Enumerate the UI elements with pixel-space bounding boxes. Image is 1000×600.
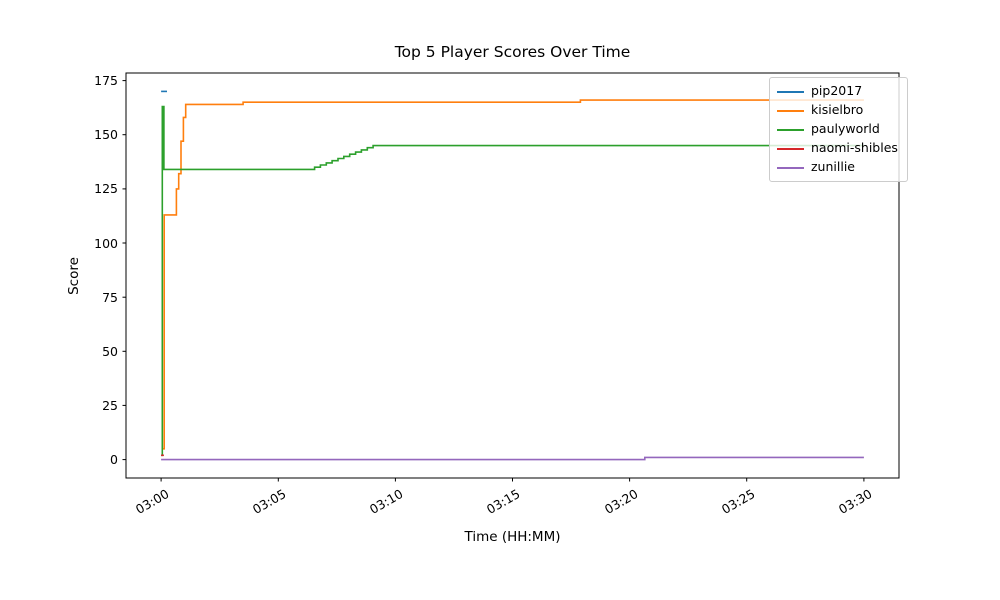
y-tick-label: 25 <box>102 397 118 413</box>
legend-line-sample-paulyworld <box>777 128 804 131</box>
y-tick-label: 50 <box>102 343 118 359</box>
legend-label: zunillie <box>811 159 855 175</box>
x-axis-label: Time (HH:MM) <box>464 529 561 545</box>
legend-line-sample-pip2017 <box>777 90 804 93</box>
series-line-zunillie <box>161 456 864 461</box>
series-line-kisielbro <box>163 99 864 450</box>
y-tick-label: 75 <box>102 289 118 305</box>
legend-item-pip2017: pip2017 <box>777 82 898 101</box>
y-tick-label: 125 <box>94 181 118 197</box>
legend: pip2017 kisielbro paulyworld naomi-shibles z… <box>769 77 908 182</box>
y-axis-label: Score <box>66 257 82 295</box>
legend-line-sample-kisielbro <box>777 109 804 112</box>
y-tick-label: 175 <box>94 73 118 89</box>
legend-line-sample-naomi-shibles <box>777 147 804 150</box>
y-tick-label: 0 <box>110 452 118 468</box>
legend-line-sample-zunillie <box>777 166 804 169</box>
legend-label: pip2017 <box>811 83 863 99</box>
axes-spines <box>125 72 900 479</box>
legend-item-kisielbro: kisielbro <box>777 101 898 120</box>
legend-label: naomi-shibles <box>811 140 898 156</box>
legend-label: paulyworld <box>811 121 880 137</box>
legend-label: kisielbro <box>811 102 864 118</box>
series-line-paulyworld <box>161 105 864 457</box>
legend-item-zunillie: zunillie <box>777 158 898 177</box>
legend-item-paulyworld: paulyworld <box>777 120 898 139</box>
chart-title: Top 5 Player Scores Over Time <box>394 43 631 61</box>
y-tick-label: 100 <box>94 235 118 251</box>
legend-item-naomi-shibles: naomi-shibles <box>777 139 898 158</box>
y-tick-label: 150 <box>94 127 118 143</box>
